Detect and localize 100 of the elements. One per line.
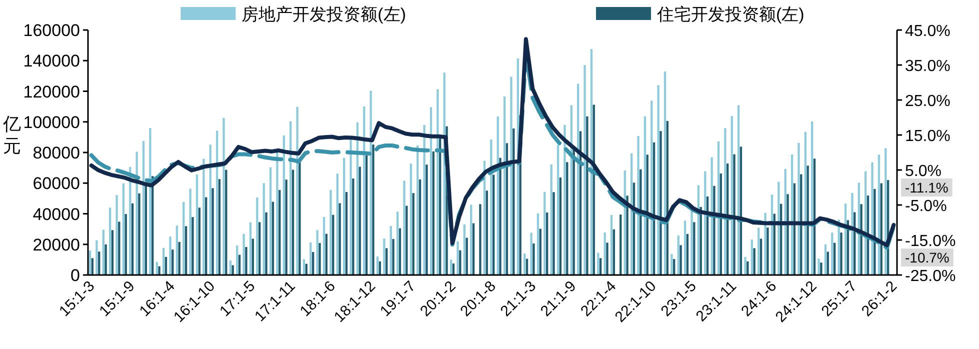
bar	[232, 265, 234, 275]
bar	[677, 235, 680, 275]
bar	[724, 128, 726, 275]
bar	[479, 204, 482, 275]
bar	[122, 183, 125, 275]
bar	[524, 254, 526, 275]
bar	[744, 256, 746, 275]
y2-tick-label: -15.0%	[905, 233, 956, 250]
bar	[559, 177, 562, 275]
bar	[176, 226, 178, 275]
bar	[196, 174, 198, 275]
y2-tick-label: 35.0%	[905, 58, 950, 75]
bar	[102, 230, 104, 275]
y-tick-label: 60000	[32, 174, 80, 194]
bar	[470, 204, 472, 275]
bar	[343, 158, 346, 275]
bar	[539, 228, 542, 275]
bar	[860, 204, 862, 275]
bar	[456, 241, 459, 275]
bar	[423, 124, 426, 275]
bar	[564, 124, 566, 275]
bar	[242, 234, 245, 275]
bar	[713, 186, 716, 275]
y-tick-label: 140000	[23, 52, 80, 71]
bar	[406, 206, 408, 275]
bar	[766, 228, 769, 275]
bar	[597, 252, 600, 275]
bar	[262, 183, 265, 275]
bar	[236, 245, 238, 275]
bar	[136, 152, 138, 275]
bar	[149, 128, 152, 275]
bar	[322, 216, 326, 275]
bar	[806, 166, 809, 275]
bar	[670, 254, 673, 275]
y-tick-label: 160000	[23, 21, 80, 40]
legend-label: 房地产开发投资额(左)	[242, 5, 406, 24]
bar	[831, 232, 834, 275]
bar	[265, 212, 268, 275]
bar	[392, 239, 394, 275]
bar	[184, 226, 188, 275]
bar	[325, 234, 328, 275]
bar	[486, 190, 488, 275]
bar	[673, 259, 676, 275]
y2-tick-label: 15.0%	[905, 128, 950, 145]
bar	[178, 242, 180, 275]
bar	[466, 238, 468, 275]
bar	[138, 193, 140, 275]
y2-tick-label: -25.0%	[905, 268, 956, 285]
bar	[798, 142, 800, 275]
bar	[840, 232, 842, 275]
bar	[463, 224, 466, 275]
bar	[192, 217, 194, 275]
bar	[410, 164, 412, 275]
bar	[874, 188, 876, 275]
bar	[492, 174, 495, 275]
bar	[245, 246, 248, 275]
bar	[684, 220, 686, 275]
bar	[390, 226, 392, 275]
bar	[546, 212, 548, 275]
bar	[312, 252, 314, 275]
bar	[330, 190, 332, 275]
bar	[158, 266, 160, 275]
bar	[833, 242, 836, 275]
bar	[450, 260, 452, 275]
bar	[108, 208, 112, 275]
bar	[205, 197, 208, 275]
bar	[98, 252, 100, 275]
bar	[818, 258, 820, 275]
bar	[116, 195, 118, 275]
bar	[91, 258, 94, 275]
bar	[298, 160, 301, 275]
bar	[302, 259, 306, 275]
bar	[626, 196, 628, 275]
bar	[750, 240, 754, 275]
bar	[599, 258, 602, 275]
bar	[358, 166, 361, 275]
bar	[96, 240, 98, 275]
bar	[432, 151, 434, 275]
bar	[710, 157, 713, 275]
bar	[436, 89, 439, 275]
bar	[336, 174, 338, 275]
bar	[851, 192, 854, 275]
bar	[637, 136, 640, 275]
bar	[820, 262, 822, 275]
bar	[826, 252, 829, 275]
bar	[258, 222, 261, 275]
bar	[430, 107, 432, 275]
y-tick-label: 0	[70, 266, 80, 285]
bar	[182, 202, 185, 275]
bar	[660, 131, 662, 275]
bar	[418, 179, 422, 275]
bar	[296, 106, 298, 275]
bar	[586, 116, 588, 275]
bar	[412, 193, 414, 275]
bar	[256, 198, 258, 275]
y-tick-label: 40000	[32, 204, 80, 224]
bar	[383, 238, 386, 275]
y-tick-label: 20000	[32, 235, 80, 254]
bar	[169, 236, 172, 275]
bar	[730, 116, 733, 275]
